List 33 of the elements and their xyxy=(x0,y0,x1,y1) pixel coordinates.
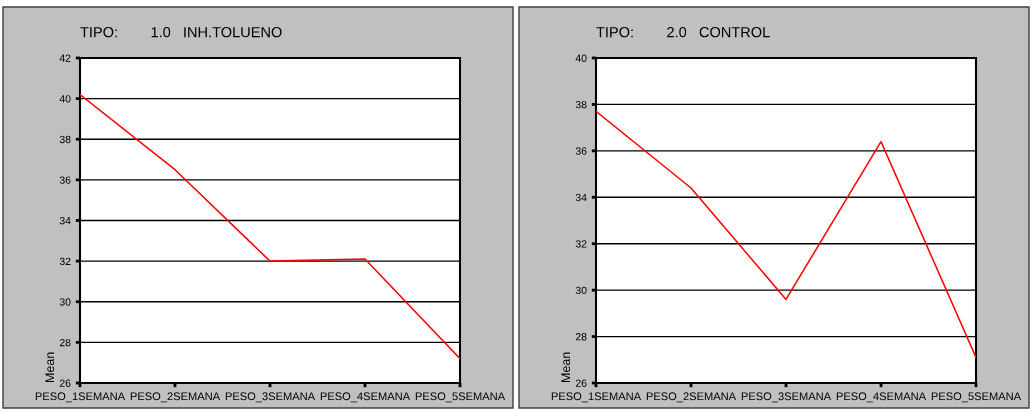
y-tick-label: 34 xyxy=(59,217,71,225)
y-tick-label: 28 xyxy=(575,333,587,341)
chart-title: TIPO: 2.0 CONTROL xyxy=(596,26,770,38)
x-tick-label: PESO_2SEMANA xyxy=(646,392,737,403)
x-tick-label: PESO_3SEMANA xyxy=(741,392,832,403)
y-tick-label: 38 xyxy=(575,100,587,109)
line-series xyxy=(596,110,976,359)
y-axis-title: Mean xyxy=(45,352,55,382)
x-tick-label: PESO_4SEMANA xyxy=(320,392,411,403)
x-tick-label: PESO_4SEMANA xyxy=(836,392,927,403)
y-tick-label: 38 xyxy=(59,135,71,144)
y-tick-label: 36 xyxy=(575,147,587,155)
y-tick-label: 32 xyxy=(575,240,587,248)
y-tick-label: 26 xyxy=(59,379,71,387)
chart-title: TIPO: 1.0 INH.TOLUENO xyxy=(80,26,282,38)
x-tick-label: PESO_1SEMANA xyxy=(35,392,126,403)
y-tick-label: 36 xyxy=(59,176,71,184)
y-axis-title: Mean xyxy=(561,352,571,382)
x-tick-label: PESO_5SEMANA xyxy=(415,392,506,403)
x-tick-label: PESO_1SEMANA xyxy=(551,392,642,403)
y-tick-label: 42 xyxy=(59,54,71,62)
y-tick-label: 34 xyxy=(575,193,587,202)
y-tick-label: 30 xyxy=(575,286,587,295)
y-tick-label: 30 xyxy=(59,298,71,306)
line-series xyxy=(80,93,460,360)
y-tick-label: 40 xyxy=(575,54,587,62)
y-tick-label: 26 xyxy=(575,379,587,387)
y-tick-label: 32 xyxy=(59,257,71,265)
x-tick-label: PESO_2SEMANA xyxy=(130,392,221,403)
x-tick-label: PESO_3SEMANA xyxy=(225,392,316,403)
y-tick-label: 40 xyxy=(59,95,71,103)
x-tick-label: PESO_5SEMANA xyxy=(931,392,1022,403)
y-tick-label: 28 xyxy=(59,338,71,347)
